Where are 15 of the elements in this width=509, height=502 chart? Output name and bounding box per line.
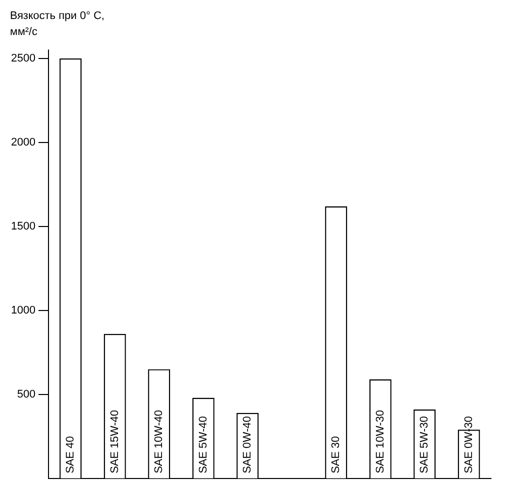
x-tick-label: SAE 0W-30: [462, 416, 475, 474]
x-tick-label: SAE 15W-40: [108, 410, 121, 474]
x-tick-label: SAE 10W-40: [153, 410, 166, 474]
x-tick-label: SAE 0W-40: [242, 416, 254, 474]
y-tick-label: 500: [17, 388, 36, 400]
x-tick-label: SAE 30: [330, 436, 342, 474]
y-axis-title: Вязкость при 0° С, мм²/с: [10, 9, 106, 40]
y-tick-label: 2000: [10, 136, 36, 148]
x-tick-label: SAE 10W-30: [374, 410, 386, 474]
y-tick-label: 1000: [10, 304, 36, 316]
y-tick-label: 1500: [10, 220, 36, 232]
x-tick-label: SAE 40: [64, 436, 77, 474]
x-tick-label: SAE 5W-40: [197, 416, 210, 474]
x-tick-label: SAE 5W-30: [418, 416, 431, 474]
y-tick-label: 2500: [10, 52, 36, 64]
